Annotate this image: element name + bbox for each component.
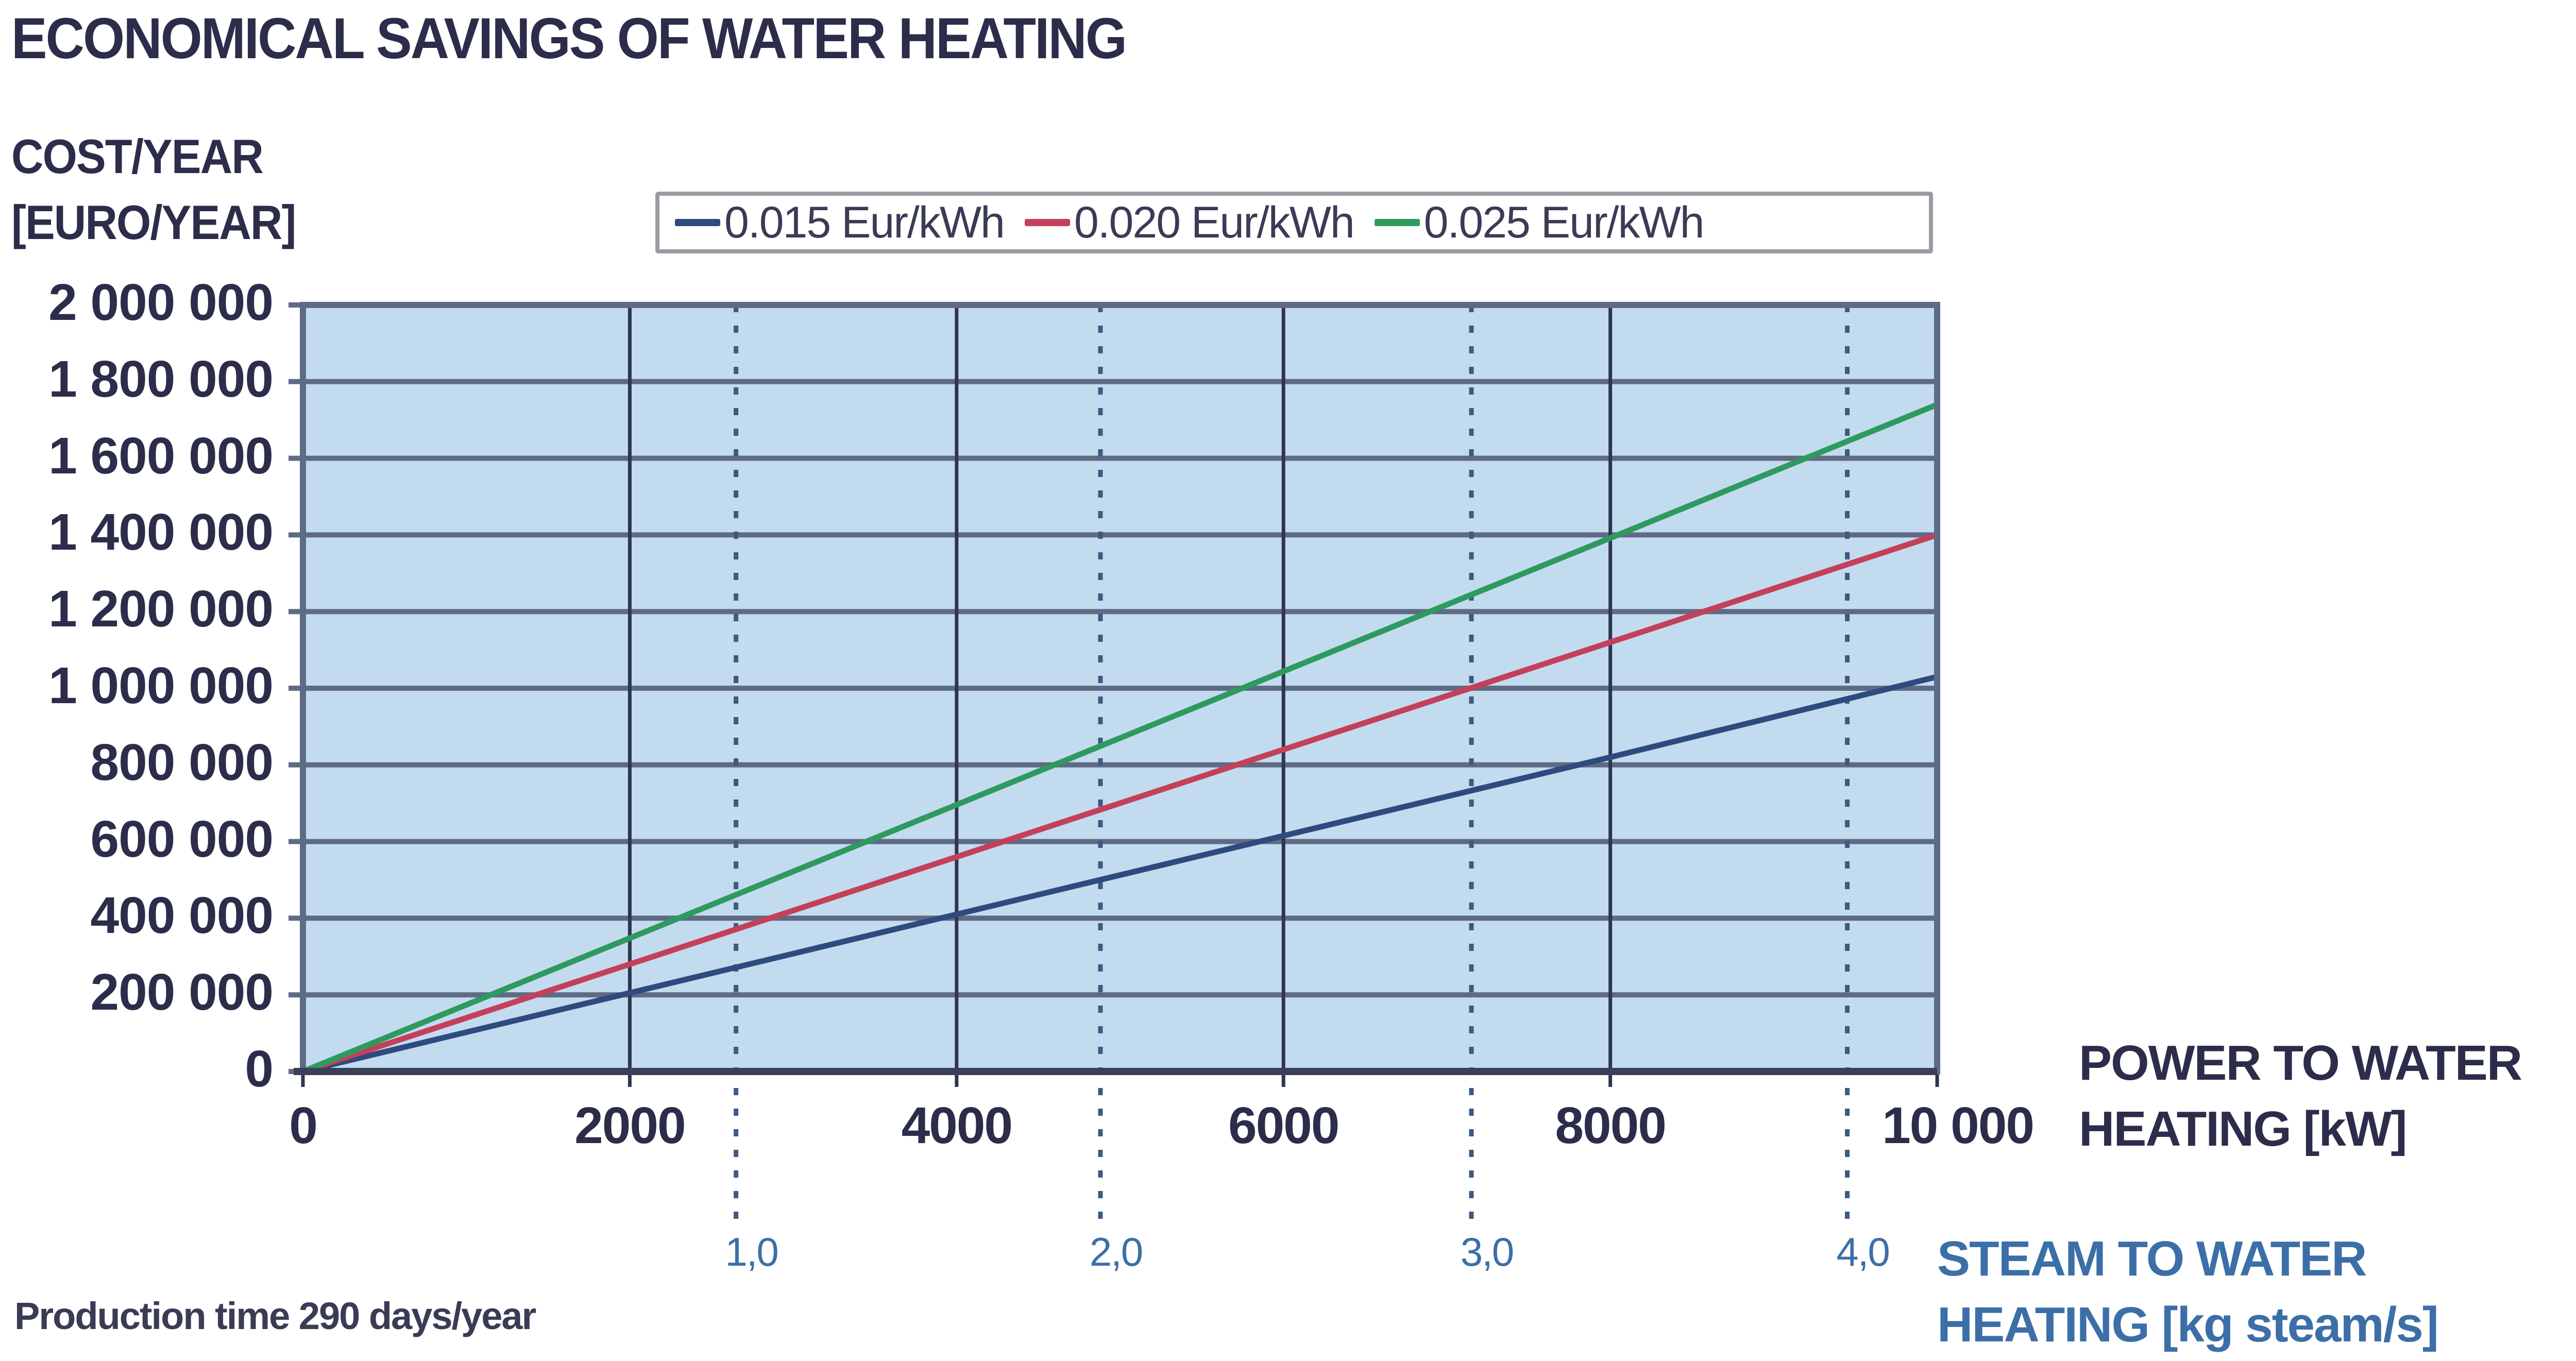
y-tick-label: 400 000: [90, 887, 274, 945]
legend-swatch-blue: [675, 219, 720, 226]
y-tick-label: 1 200 000: [48, 580, 274, 638]
y-axis-label: COST/YEAR [EURO/YEAR]: [11, 124, 296, 256]
y-tick-label: 600 000: [90, 810, 274, 868]
secondary-x-axis-label-line1: STEAM TO WATER: [1937, 1231, 2367, 1286]
x-axis-label-line1: POWER TO WATER: [2079, 1035, 2522, 1091]
y-axis-label-line1: COST/YEAR: [11, 129, 264, 183]
legend-swatch-red: [1024, 219, 1070, 226]
y-tick-label: 1 600 000: [48, 427, 274, 485]
y-axis-label-line2: [EURO/YEAR]: [11, 195, 296, 249]
legend-label: 0.015 Eur/kWh: [724, 197, 1005, 247]
x-tick-label: 0: [289, 1097, 318, 1154]
y-tick-label: 2 000 000: [48, 274, 274, 331]
y-tick-label: 1 400 000: [48, 503, 274, 562]
legend-item-0015: 0.015 Eur/kWh: [675, 197, 1005, 248]
secondary-x-tick-label: 3,0: [1460, 1229, 1514, 1274]
y-tick-label: 800 000: [90, 733, 274, 791]
series-line: [301, 402, 1939, 1075]
series-line: [302, 532, 1938, 1075]
legend-label: 0.020 Eur/kWh: [1074, 197, 1355, 247]
x-tick-label: 8000: [1555, 1097, 1666, 1154]
x-tick-label: 2000: [574, 1097, 686, 1154]
chart-legend: 0.015 Eur/kWh 0.020 Eur/kWh 0.025 Eur/kW…: [655, 192, 1933, 253]
x-axis-label: POWER TO WATER HEATING [kW]: [2079, 1030, 2522, 1162]
chart-title: ECONOMICAL SAVINGS OF WATER HEATING: [11, 6, 1127, 71]
production-time-note: Production time 290 days/year: [14, 1295, 536, 1337]
y-tick-label: 200 000: [90, 963, 274, 1022]
y-tick-label: 0: [245, 1040, 274, 1098]
legend-label: 0.025 Eur/kWh: [1423, 197, 1705, 247]
series-line: [302, 674, 1938, 1075]
x-tick-label: 6000: [1228, 1097, 1340, 1154]
x-tick-label: 4000: [901, 1097, 1013, 1154]
x-tick-label: 10 000: [1882, 1097, 2035, 1154]
data-series: [301, 402, 1939, 1075]
legend-item-0020: 0.020 Eur/kWh: [1024, 197, 1355, 248]
y-tick-label: 1 800 000: [48, 350, 274, 408]
secondary-x-axis-label-line2: HEATING [kg steam/s]: [1937, 1297, 2439, 1352]
secondary-x-tick-label: 2,0: [1089, 1229, 1143, 1274]
legend-swatch-green: [1374, 219, 1420, 226]
x-axis-label-line2: HEATING [kW]: [2079, 1101, 2407, 1156]
y-tick-label: 1 000 000: [48, 657, 274, 714]
secondary-x-tick-label: 4,0: [1836, 1229, 1890, 1274]
secondary-x-axis-label: STEAM TO WATER HEATING [kg steam/s]: [1937, 1226, 2439, 1358]
legend-item-0025: 0.025 Eur/kWh: [1374, 197, 1705, 248]
secondary-x-tick-label: 1,0: [725, 1229, 778, 1274]
